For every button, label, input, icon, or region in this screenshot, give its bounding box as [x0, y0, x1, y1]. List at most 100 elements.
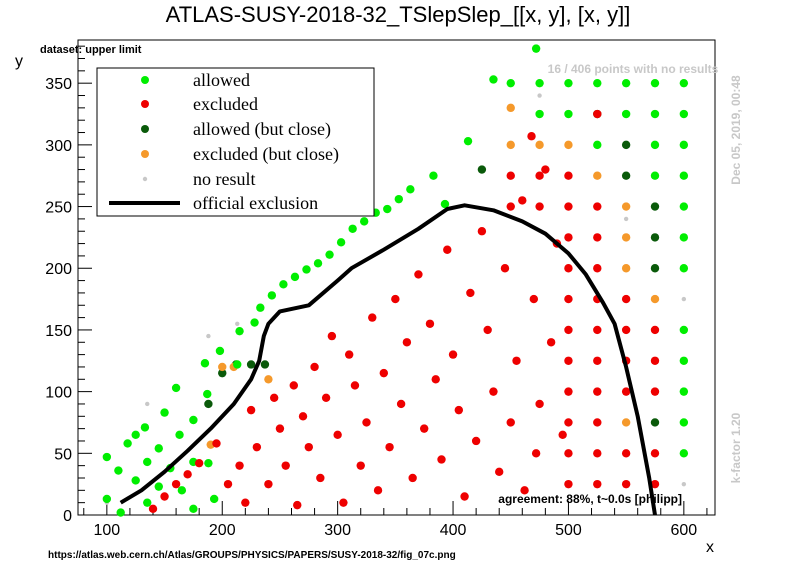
point-excluded	[506, 418, 515, 427]
point-excluded	[535, 171, 544, 180]
point-excluded	[321, 393, 331, 402]
source-url: https://atlas.web.cern.ch/Atlas/GROUPS/P…	[48, 550, 456, 561]
point-excluded	[621, 387, 631, 396]
point-excluded	[471, 436, 481, 446]
point-allowed	[143, 498, 152, 507]
point-excluded	[298, 412, 308, 421]
date-stamp: Dec 05, 2019, 00:48	[729, 75, 743, 185]
point-excluded	[356, 461, 365, 470]
point-allowed	[679, 387, 689, 396]
point-excluded	[483, 325, 492, 335]
point-excluded	[183, 470, 192, 479]
point-allowed	[679, 325, 689, 335]
y-tick-label: 200	[45, 261, 72, 278]
k-factor-note: k-factor 1.20	[729, 412, 743, 483]
point-excluded	[650, 356, 660, 365]
point-excluded	[593, 387, 602, 396]
y-axis-label: y	[15, 53, 23, 70]
point-allowed	[233, 360, 242, 369]
point-excluded	[564, 294, 573, 304]
point-allowed	[593, 140, 602, 150]
x-axis-label: x	[706, 539, 714, 556]
point-allowed	[267, 291, 277, 300]
point-allowed	[506, 78, 515, 88]
point-allowed	[189, 504, 198, 514]
point-allowed-but-close	[650, 418, 660, 427]
point-excluded	[339, 498, 348, 507]
point-allowed	[679, 449, 689, 458]
point-excluded	[564, 356, 573, 365]
point-allowed	[679, 78, 689, 88]
point-excluded-but-close	[621, 202, 631, 211]
point-excluded	[564, 264, 573, 273]
x-tick-label: 100	[93, 522, 120, 539]
point-excluded	[593, 264, 602, 273]
point-excluded-but-close	[621, 233, 631, 242]
y-tick-label: 150	[45, 323, 72, 340]
point-excluded	[531, 449, 541, 458]
point-allowed	[102, 494, 112, 504]
point-excluded	[333, 430, 342, 440]
point-allowed	[429, 171, 438, 180]
point-excluded	[650, 325, 660, 335]
point-allowed	[679, 171, 689, 180]
point-allowed	[203, 389, 212, 399]
legend-label-allowed-close: allowed (but close)	[193, 119, 331, 140]
point-allowed	[679, 418, 689, 427]
point-excluded	[379, 368, 389, 378]
point-excluded	[310, 362, 319, 372]
x-tick-label: 300	[324, 522, 351, 539]
point-allowed	[189, 415, 198, 425]
point-excluded	[489, 387, 498, 396]
point-excluded	[408, 473, 417, 483]
point-excluded	[564, 202, 573, 211]
point-excluded	[593, 202, 602, 211]
point-excluded	[650, 449, 660, 458]
point-allowed-but-close	[218, 368, 227, 378]
point-allowed	[123, 439, 132, 448]
point-excluded	[512, 356, 521, 365]
point-allowed	[290, 272, 300, 282]
point-excluded-but-close	[621, 264, 631, 273]
point-excluded	[541, 165, 550, 174]
point-excluded	[535, 399, 544, 409]
point-excluded	[194, 458, 204, 468]
point-excluded	[593, 325, 602, 335]
point-excluded	[344, 350, 354, 359]
chart-title: ATLAS-SUSY-2018-32_TSlepSlep_[[x, y], [x…	[166, 2, 631, 27]
point-allowed	[535, 78, 544, 88]
point-excluded	[621, 449, 631, 458]
point-excluded	[327, 331, 337, 341]
point-no-result	[235, 321, 240, 326]
point-excluded	[477, 227, 487, 236]
point-excluded-but-close	[650, 294, 660, 304]
official-exclusion-line	[119, 203, 657, 516]
point-allowed	[650, 171, 660, 180]
x-tick-label: 400	[440, 522, 467, 539]
point-excluded-but-close	[593, 171, 602, 180]
point-excluded	[500, 264, 510, 273]
point-allowed	[440, 199, 450, 209]
point-allowed	[116, 508, 125, 517]
point-excluded-but-close	[506, 103, 515, 113]
point-excluded	[160, 492, 169, 501]
point-excluded	[621, 294, 631, 304]
point-excluded	[564, 479, 573, 489]
point-excluded	[425, 319, 435, 328]
point-allowed-but-close	[246, 360, 256, 369]
legend: allowed excluded allowed (but close) exc…	[96, 67, 375, 217]
point-excluded	[546, 338, 556, 347]
axis-ticks: 100 200 300 400 500 600 0 50 100 150 200 250 300 350	[45, 45, 708, 539]
y-tick-label: 0	[63, 508, 72, 525]
point-allowed	[359, 217, 369, 226]
point-allowed	[650, 78, 660, 88]
point-excluded-but-close	[535, 140, 544, 150]
point-excluded	[506, 171, 515, 180]
point-excluded	[558, 430, 567, 440]
point-allowed	[406, 185, 415, 194]
point-excluded	[402, 338, 412, 347]
point-excluded-but-close	[621, 418, 631, 427]
point-excluded	[564, 387, 573, 396]
point-allowed	[204, 458, 213, 468]
